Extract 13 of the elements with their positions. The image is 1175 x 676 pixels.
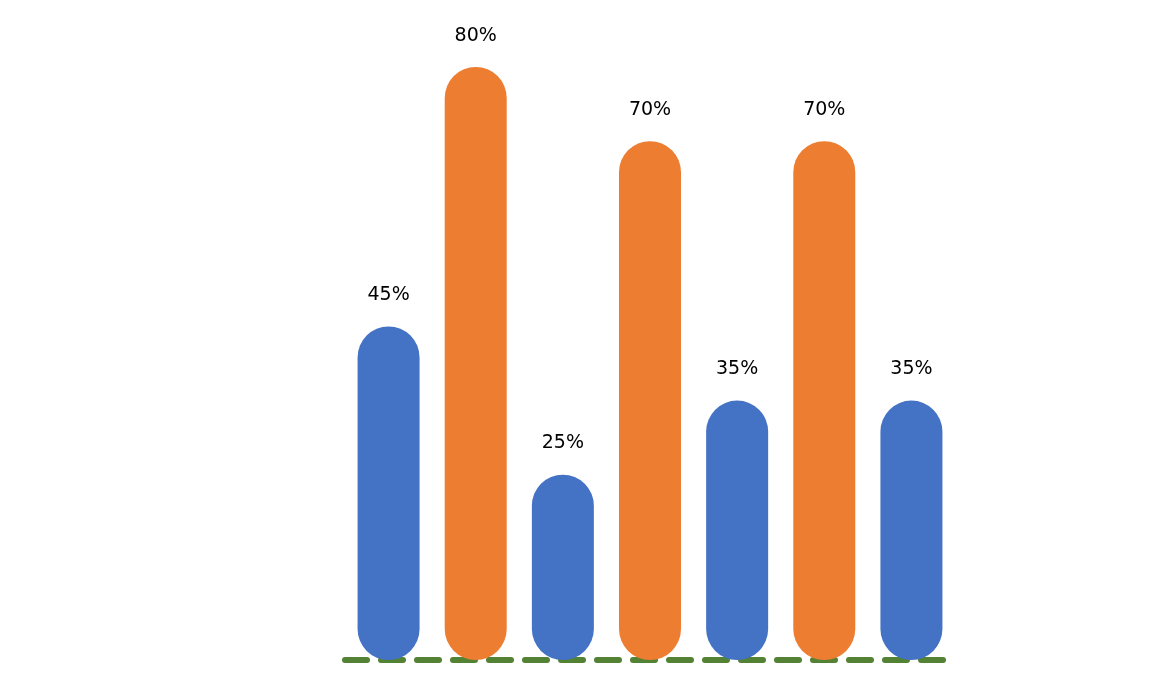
bar bbox=[357, 326, 420, 660]
data-label: 35% bbox=[890, 356, 933, 379]
data-label: 70% bbox=[803, 96, 846, 119]
bar bbox=[706, 400, 769, 660]
bar bbox=[880, 400, 943, 660]
bar bbox=[444, 67, 507, 660]
data-label: 35% bbox=[716, 356, 759, 379]
data-label: 25% bbox=[541, 430, 584, 453]
bar bbox=[793, 141, 856, 660]
data-label: 45% bbox=[367, 281, 410, 304]
data-label: 70% bbox=[628, 96, 672, 119]
bar bbox=[619, 141, 681, 660]
data-label: 80% bbox=[454, 22, 497, 45]
